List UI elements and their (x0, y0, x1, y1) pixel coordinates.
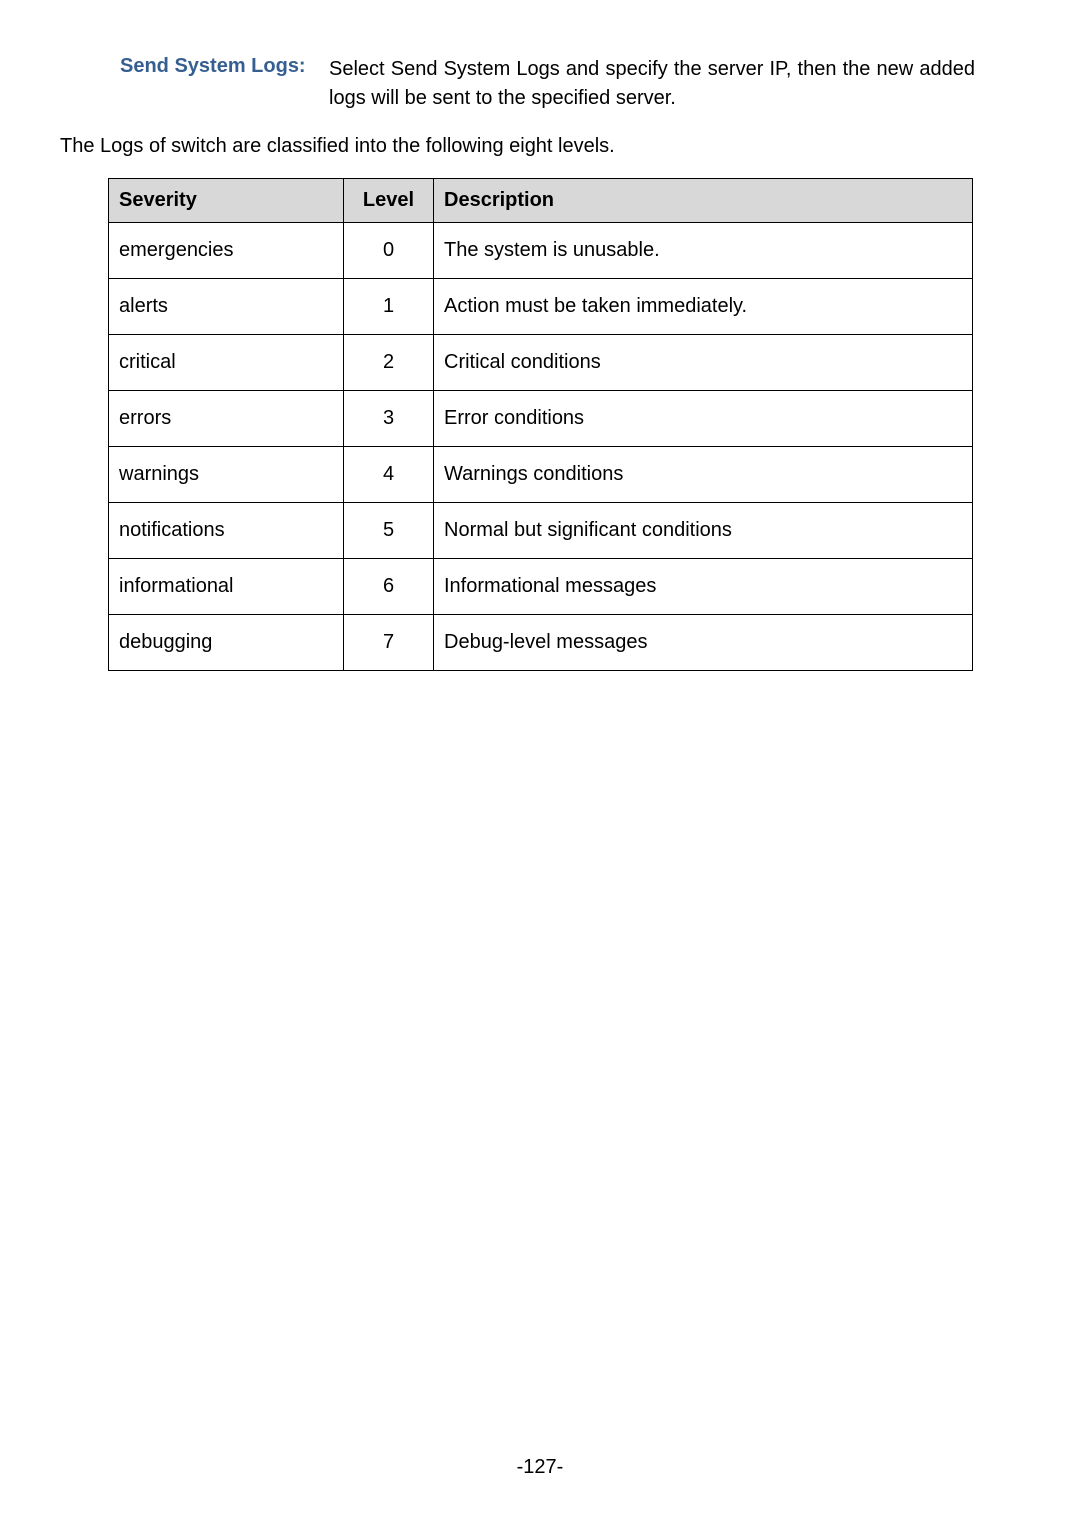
cell-level: 0 (344, 223, 434, 279)
table-row: emergencies 0 The system is unusable. (109, 223, 973, 279)
cell-level: 4 (344, 447, 434, 503)
table-row: debugging 7 Debug-level messages (109, 615, 973, 671)
severity-table: Severity Level Description emergencies 0… (108, 178, 973, 671)
col-header-description: Description (434, 179, 973, 223)
definition-text: Select Send System Logs and specify the … (315, 55, 975, 113)
cell-level: 1 (344, 279, 434, 335)
table-header-row: Severity Level Description (109, 179, 973, 223)
cell-description: Action must be taken immediately. (434, 279, 973, 335)
table-row: alerts 1 Action must be taken immediatel… (109, 279, 973, 335)
cell-level: 6 (344, 559, 434, 615)
cell-severity: notifications (109, 503, 344, 559)
cell-description: The system is unusable. (434, 223, 973, 279)
cell-description: Informational messages (434, 559, 973, 615)
table-row: informational 6 Informational messages (109, 559, 973, 615)
page-number: -127- (0, 1456, 1080, 1479)
cell-severity: critical (109, 335, 344, 391)
cell-level: 7 (344, 615, 434, 671)
table-row: errors 3 Error conditions (109, 391, 973, 447)
cell-level: 3 (344, 391, 434, 447)
document-page: Send System Logs: Select Send System Log… (0, 0, 1080, 1527)
cell-description: Critical conditions (434, 335, 973, 391)
cell-severity: informational (109, 559, 344, 615)
col-header-level: Level (344, 179, 434, 223)
cell-description: Debug-level messages (434, 615, 973, 671)
cell-severity: alerts (109, 279, 344, 335)
cell-severity: debugging (109, 615, 344, 671)
cell-description: Normal but significant conditions (434, 503, 973, 559)
cell-severity: emergencies (109, 223, 344, 279)
col-header-severity: Severity (109, 179, 344, 223)
cell-level: 5 (344, 503, 434, 559)
cell-severity: warnings (109, 447, 344, 503)
cell-description: Warnings conditions (434, 447, 973, 503)
definition-label: Send System Logs: (105, 55, 315, 113)
table-row: critical 2 Critical conditions (109, 335, 973, 391)
cell-description: Error conditions (434, 391, 973, 447)
cell-level: 2 (344, 335, 434, 391)
cell-severity: errors (109, 391, 344, 447)
definition-row: Send System Logs: Select Send System Log… (105, 55, 975, 113)
intro-text: The Logs of switch are classified into t… (60, 135, 975, 158)
table-row: notifications 5 Normal but significant c… (109, 503, 973, 559)
table-row: warnings 4 Warnings conditions (109, 447, 973, 503)
